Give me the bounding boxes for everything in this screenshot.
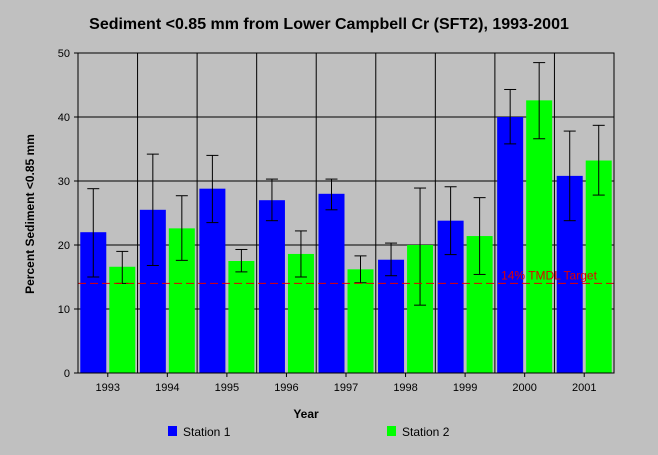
x-tick-label: 1994 bbox=[155, 382, 179, 394]
x-tick-label: 1998 bbox=[393, 382, 417, 394]
x-tick-label: 2000 bbox=[512, 382, 536, 394]
legend: Station 1 Station 2 bbox=[168, 425, 450, 439]
legend-label-station-2: Station 2 bbox=[402, 425, 450, 439]
x-tick-label: 2001 bbox=[572, 382, 596, 394]
bar-station-2-1995 bbox=[228, 261, 255, 373]
y-tick-label: 10 bbox=[58, 304, 70, 316]
legend-swatch-station-1 bbox=[168, 426, 177, 436]
x-axis-label: Year bbox=[293, 407, 319, 421]
x-tick-label: 1997 bbox=[334, 382, 358, 394]
x-tick-label: 1999 bbox=[453, 382, 477, 394]
plot-area: 0 10 20 30 40 50 14% TMDL Target 1993 1994 1995 19… bbox=[58, 48, 615, 394]
bar-station-2-1997 bbox=[347, 269, 374, 373]
plot-background bbox=[78, 53, 614, 373]
y-tick-label: 30 bbox=[58, 176, 70, 188]
y-tick-label: 40 bbox=[58, 112, 70, 124]
bar-station-1-2000 bbox=[497, 117, 524, 373]
y-tick-label: 50 bbox=[58, 48, 70, 60]
bar-station-2-1993 bbox=[109, 266, 136, 373]
x-tick-label: 1996 bbox=[274, 382, 298, 394]
y-axis-label: Percent Sediment <0.85 mm bbox=[23, 134, 37, 294]
chart-title: Sediment <0.85 mm from Lower Campbell Cr… bbox=[89, 16, 569, 33]
bar-station-1-1998 bbox=[378, 259, 405, 373]
legend-label-station-1: Station 1 bbox=[183, 425, 231, 439]
bar-station-2-2000 bbox=[526, 100, 553, 374]
legend-swatch-station-2 bbox=[387, 426, 396, 436]
target-line-label: 14% TMDL Target bbox=[501, 268, 597, 282]
x-tick-label: 1993 bbox=[96, 382, 120, 394]
bar-station-1-1996 bbox=[258, 200, 285, 373]
y-tick-label: 20 bbox=[58, 240, 70, 252]
y-tick-label: 0 bbox=[64, 368, 70, 380]
x-tick-label: 1995 bbox=[215, 382, 239, 394]
bar-station-2-2001 bbox=[585, 160, 612, 373]
